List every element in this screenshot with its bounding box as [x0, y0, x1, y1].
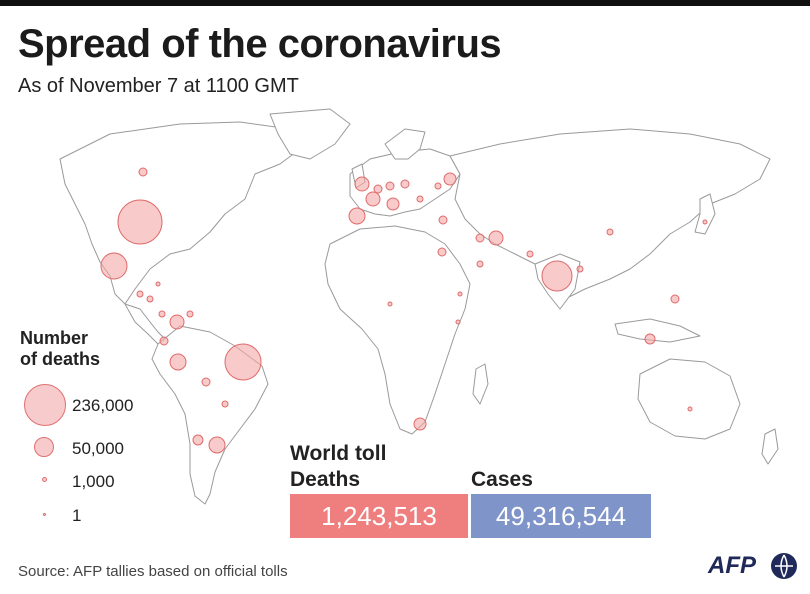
- top-rule: [0, 0, 810, 6]
- cases-value: 49,316,544: [495, 500, 627, 531]
- venezuela-circle: [186, 310, 194, 318]
- ukraine-circle: [434, 182, 442, 190]
- world-map: [59, 108, 779, 505]
- asia-shape: [449, 128, 771, 300]
- madagascar-shape: [472, 363, 489, 405]
- canada-circle: [138, 167, 148, 177]
- australia-shape: [637, 358, 741, 440]
- saudi-circle: [476, 260, 484, 268]
- iran-circle: [488, 230, 504, 246]
- death-circles: [100, 167, 708, 454]
- india-circle: [541, 260, 573, 292]
- deaths-box: 1,243,513: [290, 494, 468, 538]
- colombia-circle: [169, 314, 185, 330]
- nigeria-circle: [387, 301, 393, 307]
- south-africa-circle: [413, 417, 427, 431]
- new-zealand-shape: [761, 428, 779, 465]
- continent-outlines: [59, 108, 779, 505]
- china-circle: [606, 228, 614, 236]
- russia-circle: [443, 172, 457, 186]
- australia-circle: [687, 406, 693, 412]
- central-america-shape: [124, 303, 166, 345]
- poland-circle: [400, 179, 410, 189]
- belgium-circle: [373, 184, 383, 194]
- usa-circle: [117, 199, 163, 245]
- world-toll-heading: World toll: [290, 442, 387, 465]
- legend-label-medium: 50,000: [72, 439, 124, 458]
- cuba-circle: [155, 281, 161, 287]
- afp-logo-text: AFP: [708, 552, 756, 579]
- paraguay-circle: [221, 400, 229, 408]
- chile-circle: [192, 434, 204, 446]
- legend-label-large: 236,000: [72, 396, 134, 415]
- scandinavia-shape: [384, 128, 426, 160]
- ethiopia-circle: [457, 291, 463, 297]
- mexico-circle: [100, 252, 128, 280]
- legend-title-line2: of deaths: [20, 349, 101, 369]
- iraq-circle: [475, 233, 485, 243]
- legend-circle-small: [42, 477, 47, 482]
- spain-circle: [348, 207, 366, 225]
- legend-title-line1: Number: [20, 328, 89, 348]
- romania-circle: [416, 195, 424, 203]
- afp-logo-globe-icon: [771, 553, 797, 579]
- philippines-circle: [670, 294, 680, 304]
- bolivia-circle: [201, 377, 211, 387]
- legend-label-small: 1,000: [72, 472, 115, 491]
- afp-logo: AFP: [708, 552, 800, 584]
- italy-circle: [386, 197, 400, 211]
- bangladesh-circle: [576, 265, 584, 273]
- ecuador-circle: [159, 336, 169, 346]
- guatemala-circle: [136, 290, 144, 298]
- france-circle: [365, 191, 381, 207]
- indonesia-shape: [614, 318, 701, 343]
- legend-label-tiny: 1: [72, 506, 82, 525]
- japan-shape: [694, 193, 716, 235]
- brazil-circle: [224, 343, 262, 381]
- turkey-circle: [438, 215, 448, 225]
- source-note: Source: AFP tallies based on official to…: [18, 563, 288, 580]
- cases-box: 49,316,544: [471, 494, 651, 538]
- germany-circle: [385, 181, 395, 191]
- legend-title: Number of deaths: [20, 328, 100, 370]
- legend-circle-large: [24, 384, 66, 426]
- pakistan-circle: [526, 250, 534, 258]
- egypt-circle: [437, 247, 447, 257]
- honduras-circle: [146, 295, 154, 303]
- page-subtitle: As of November 7 at 1100 GMT: [18, 75, 299, 97]
- deaths-value: 1,243,513: [321, 500, 437, 531]
- cases-label: Cases: [471, 468, 533, 491]
- deaths-label: Deaths: [290, 468, 361, 491]
- japan-circle: [702, 219, 708, 225]
- indonesia-circle: [644, 333, 656, 345]
- africa-shape: [324, 225, 471, 435]
- uk-circle: [354, 176, 370, 192]
- argentina-circle: [208, 436, 226, 454]
- kenya-circle: [455, 319, 461, 325]
- peru-circle: [169, 353, 187, 371]
- legend-circle-tiny: [43, 513, 46, 516]
- panama-circle: [158, 310, 166, 318]
- page-title: Spread of the coronavirus: [18, 22, 502, 66]
- legend-circle-medium: [34, 437, 54, 457]
- north-america-shape: [59, 121, 301, 305]
- greenland-shape: [269, 108, 351, 160]
